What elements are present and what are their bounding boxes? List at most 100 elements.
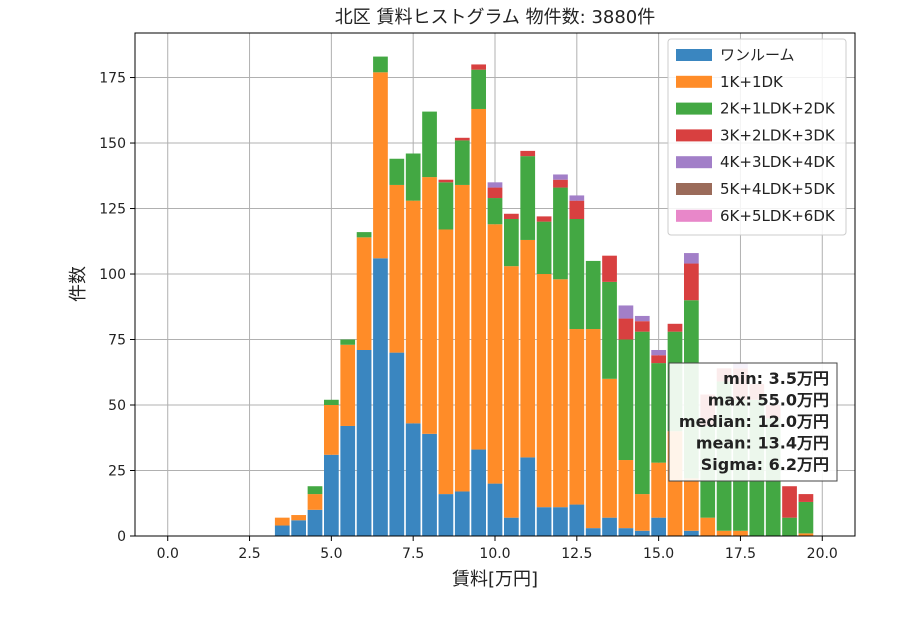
x-tick-label: 20.0 (807, 546, 838, 562)
bar-segment (504, 266, 519, 518)
bar-segment (324, 454, 339, 536)
x-axis-label: 賃料[万円] (452, 569, 538, 590)
bar-segment (536, 507, 552, 536)
bar-segment (798, 533, 814, 536)
legend-swatch (676, 183, 712, 195)
bar-segment (438, 179, 454, 183)
legend-label: 4K+3LDK+4DK (720, 153, 836, 171)
bar-segment (553, 279, 568, 508)
bar-segment (716, 530, 732, 536)
bar-segment (324, 405, 339, 455)
bar-segment (667, 323, 683, 332)
stats-line: mean: 13.4万円 (696, 434, 829, 453)
bar-segment (651, 517, 666, 536)
bar-segment (569, 219, 585, 330)
stats-box-frame (668, 362, 838, 482)
bar-segment (504, 517, 519, 536)
legend-box (667, 38, 847, 236)
legend-swatch (676, 156, 712, 169)
bar-segment (520, 156, 536, 240)
bar-segment (405, 423, 421, 536)
bar-segment (618, 460, 634, 529)
bar-segment (291, 515, 306, 521)
bar-segment (651, 462, 666, 518)
x-tick-label: 7.5 (402, 546, 424, 562)
bar-segment (487, 483, 503, 536)
y-tick-label: 25 (108, 464, 126, 480)
legend-label: 1K+1DK (720, 73, 784, 91)
bar-segment (651, 349, 666, 356)
bar-segment (307, 494, 323, 510)
y-axis-label: 件数 (68, 266, 89, 302)
bar-segment (340, 344, 356, 426)
bar-segment (373, 72, 388, 259)
bar-segment (389, 184, 405, 353)
bar-segment (454, 184, 470, 492)
bar-segment (373, 258, 388, 536)
bar-segment (340, 425, 356, 536)
bar-segment (356, 237, 372, 350)
bar-segment (569, 195, 585, 201)
bar-segment (438, 229, 454, 495)
x-tick-label: 10.0 (479, 546, 510, 562)
bar-segment (471, 64, 486, 70)
bar-segment (684, 253, 699, 264)
bar-segment (504, 219, 519, 267)
bar-segment (634, 530, 650, 536)
legend-label: 6K+5LDK+6DK (720, 207, 836, 225)
bar-segment (634, 494, 650, 531)
axes-layer: 0.0 2.5 5.0 7.5 10.0 12.5 15.0 17.5 20.0 0 25 50 75 1… (99, 32, 856, 562)
bar-segment (520, 239, 536, 458)
bar-segment (602, 255, 617, 282)
bar-segment (504, 213, 519, 220)
legend-swatch (676, 49, 712, 61)
bar-segment (651, 363, 666, 463)
bar-segment (487, 198, 503, 225)
bar-segment (569, 329, 585, 505)
legend-label: 3K+2LDK+3DK (720, 126, 836, 144)
x-tick-label: 12.5 (561, 546, 592, 562)
bar-segment (569, 504, 585, 536)
bar-segment (405, 200, 421, 424)
y-tick-label: 150 (99, 136, 126, 152)
bar-segment (602, 517, 617, 536)
bar-segment (798, 501, 814, 534)
bar-segment (471, 108, 486, 450)
bar-segment (422, 433, 437, 536)
bar-segment (422, 177, 437, 434)
bar-segment (454, 137, 470, 141)
bar-segment (602, 378, 617, 518)
bar-segment (782, 517, 797, 536)
bar-segment (553, 507, 568, 536)
y-tick-label: 175 (99, 71, 126, 87)
stats-box: min: 3.5万円 max: 55.0万円 median: 12.0万円 mean:… (668, 362, 838, 482)
x-tick-label: 5.0 (320, 546, 342, 562)
y-tick-label: 0 (117, 529, 126, 545)
bar-segment (602, 281, 617, 379)
bar-segment (634, 321, 650, 332)
bar-segment (684, 530, 699, 536)
bar-segment (585, 329, 601, 529)
bar-segment (782, 486, 797, 518)
stats-line: max: 55.0万円 (708, 391, 829, 410)
y-tick-label: 100 (99, 267, 126, 283)
bar-segment (684, 478, 699, 531)
bar-segment (553, 187, 568, 280)
stats-line: median: 12.0万円 (679, 412, 829, 431)
bar-segment (454, 140, 470, 185)
x-tick-label: 17.5 (725, 546, 756, 562)
legend-swatch (676, 129, 712, 142)
bar-segment (324, 399, 339, 406)
bar-segment (389, 158, 405, 185)
legend-swatch (676, 209, 712, 222)
bar-segment (553, 179, 568, 188)
bar-segment (438, 182, 454, 230)
legend-label: 2K+1LDK+2DK (720, 100, 836, 118)
bar-segment (373, 56, 388, 73)
bar-segment (487, 224, 503, 484)
bar-segment (585, 528, 601, 536)
bar-segment (274, 525, 290, 536)
x-tick-label: 0.0 (157, 546, 179, 562)
bar-segment (553, 174, 568, 180)
